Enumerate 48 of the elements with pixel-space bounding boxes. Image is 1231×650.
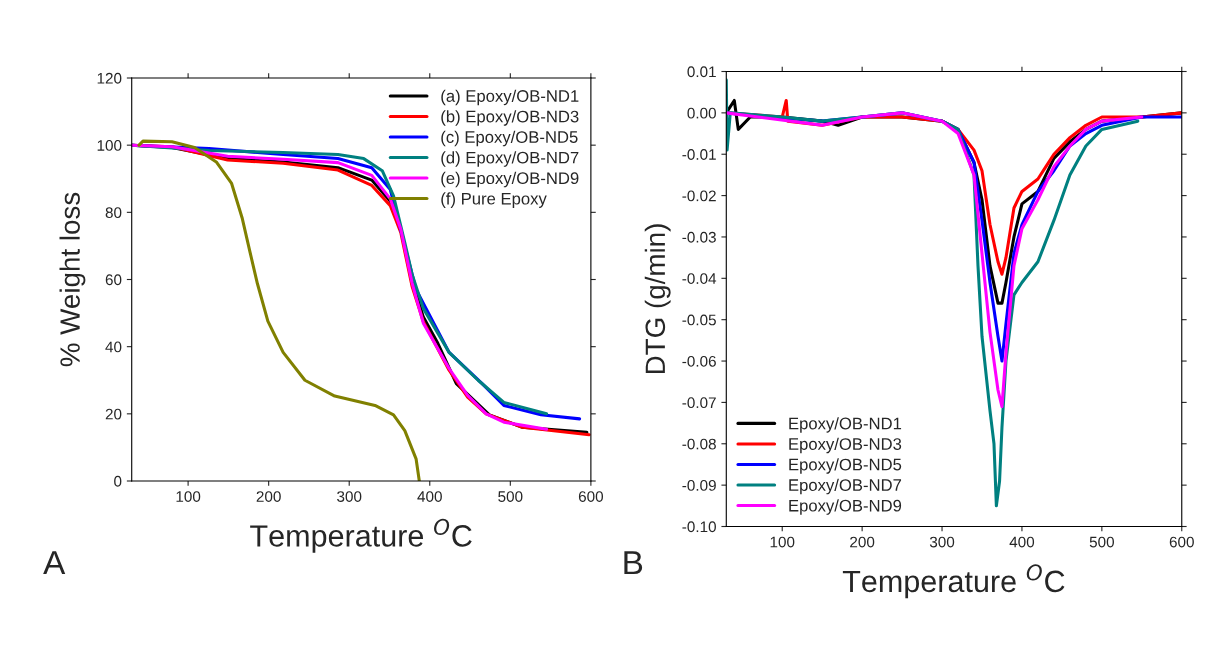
legend-label: Epoxy/OB-ND7 — [789, 478, 902, 495]
legend-label: (e) Epoxy/OB-ND9 — [441, 171, 579, 188]
legend-label: Epoxy/OB-ND9 — [789, 499, 902, 515]
x-tick-label: 600 — [578, 491, 604, 502]
x-tick-label: 600 — [1169, 536, 1194, 548]
x-axis-title: Temperature $^{O}$C — [250, 518, 472, 553]
x-tick-label: 200 — [850, 536, 875, 548]
legend-label: Epoxy/OB-ND3 — [789, 437, 902, 454]
y-tick-label: 60 — [105, 274, 122, 286]
x-tick-label: 200 — [256, 491, 281, 502]
x-tick-label: 300 — [929, 536, 955, 548]
y-tick-label: 80 — [105, 207, 122, 219]
x-tick-label: 300 — [337, 491, 362, 502]
legend-label: (a) Epoxy/OB-ND1 — [441, 89, 579, 106]
y-tick-label: 0 — [114, 475, 122, 487]
legend-label: (c) Epoxy/OB-ND5 — [441, 130, 578, 147]
x-tick-label: 100 — [176, 491, 201, 502]
y-axis-title: DTG (g/min) — [644, 224, 671, 374]
x-tick-label: 400 — [417, 491, 442, 502]
y-tick-label: 100 — [97, 140, 122, 151]
y-axis-title: % Weight loss — [59, 192, 86, 367]
x-tick-label: 500 — [1089, 536, 1114, 548]
x-tick-label: 500 — [498, 491, 523, 502]
x-tick-label: 400 — [1009, 536, 1035, 548]
y-tick-label: -0.05 — [682, 314, 716, 326]
x-axis-title: Temperature $^{O}$C — [842, 564, 1065, 599]
text: A — [43, 551, 66, 575]
y-tick-label: -0.04 — [682, 273, 717, 284]
y-tick-label: 20 — [105, 408, 122, 420]
legend-label: (b) Epoxy/OB-ND3 — [441, 110, 579, 126]
y-tick-label: -0.09 — [682, 480, 716, 491]
y-tick-label: 40 — [105, 341, 122, 353]
y-tick-label: -0.06 — [682, 355, 716, 367]
legend-label: Epoxy/OB-ND5 — [789, 458, 902, 474]
legend-label: (f) Pure Epoxy — [441, 192, 547, 208]
y-tick-label: 0.01 — [687, 66, 716, 78]
y-tick-label: 0.00 — [687, 107, 716, 119]
y-tick-label: -0.08 — [682, 438, 716, 450]
y-tick-label: -0.03 — [682, 231, 716, 243]
legend-label: (d) Epoxy/OB-ND7 — [441, 151, 579, 167]
x-tick-label: 100 — [770, 536, 795, 548]
y-tick-label: -0.07 — [682, 397, 716, 409]
y-tick-label: 120 — [97, 72, 122, 84]
text: B — [624, 551, 643, 575]
legend-label: Epoxy/OB-ND1 — [789, 417, 902, 433]
y-tick-label: -0.10 — [682, 521, 716, 533]
y-tick-label: -0.02 — [682, 190, 716, 202]
y-tick-label: -0.01 — [682, 149, 716, 160]
